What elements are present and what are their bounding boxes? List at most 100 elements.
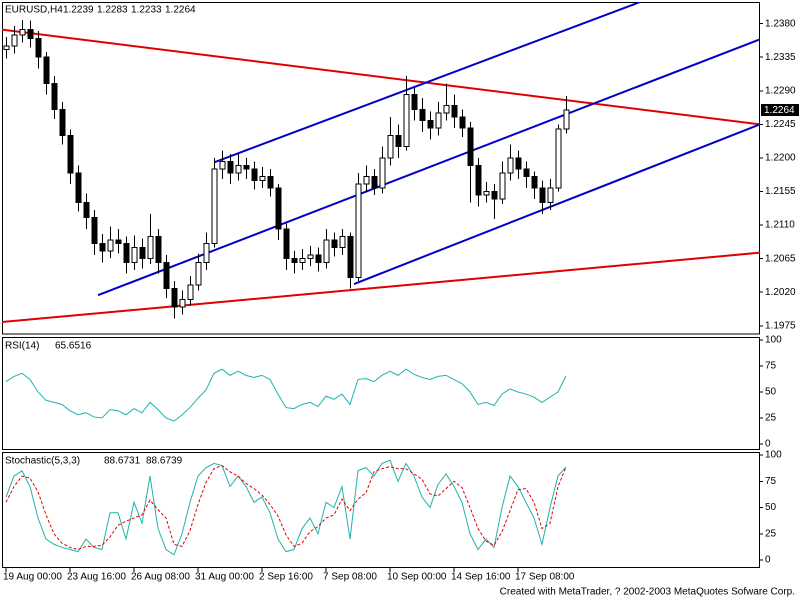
candle-body [523, 168, 530, 178]
close-value: 1.2264 [165, 5, 196, 16]
candle-body [403, 94, 410, 148]
y-tick-label: 1.2245 [765, 119, 796, 130]
candle-body [467, 127, 474, 166]
candle-body [339, 235, 346, 248]
candle-body [515, 157, 522, 170]
candle-body [555, 128, 562, 189]
candle-body [475, 164, 482, 196]
x-tick-label: 7 Sep 08:00 [323, 572, 377, 583]
candle-body [499, 172, 506, 200]
candle-body [267, 176, 274, 189]
candle-body [291, 258, 298, 263]
trend-line [97, 38, 760, 297]
candle-body [211, 168, 218, 245]
series-line [5, 459, 567, 556]
candle-body [547, 187, 554, 204]
candle-body [131, 246, 138, 263]
y-tick-label: 0 [765, 439, 771, 450]
candle-body [483, 191, 490, 196]
y-tick-label: 1.2020 [765, 287, 796, 298]
x-tick-label: 23 Aug 16:00 [67, 572, 126, 583]
rsi-value: 65.6516 [55, 341, 92, 352]
candle-body [179, 299, 186, 308]
x-tick-label: 2 Sep 16:00 [259, 572, 313, 583]
candle-body [99, 243, 106, 252]
y-tick-label: 100 [765, 450, 782, 461]
candle-body [163, 261, 170, 289]
candle-body [51, 82, 58, 110]
stochastic-panel [2, 452, 760, 568]
y-tick-label: 25 [765, 413, 777, 424]
y-tick-label: 1.2155 [765, 186, 796, 197]
candle-body [91, 217, 98, 245]
high-value: 1.2283 [97, 5, 128, 16]
plot-area [2, 2, 760, 324]
y-tick-label: 75 [765, 361, 777, 372]
candle-body [363, 176, 370, 185]
candle-body [323, 239, 330, 263]
plot-area [5, 459, 567, 556]
x-tick-label: 17 Sep 08:00 [515, 572, 575, 583]
trend-line [2, 28, 760, 126]
stochastic-main-value: 88.6731 [104, 456, 141, 467]
candle-body [563, 109, 570, 130]
candle-body [155, 235, 162, 263]
x-tick-label: 14 Sep 16:00 [451, 572, 511, 583]
candle-body [411, 94, 418, 110]
y-tick-label: 75 [765, 476, 777, 487]
candle-body [307, 254, 314, 260]
candle-body [251, 168, 258, 181]
candle-body [123, 243, 130, 263]
candle-body [507, 157, 514, 174]
series-line [5, 464, 567, 551]
price-tag-label: 1.2264 [764, 105, 795, 116]
trend-line [2, 251, 760, 324]
candle-body [147, 235, 154, 260]
candle-body [331, 239, 338, 248]
footer: Created with MetaTrader, ? 2002-2003 Met… [500, 587, 795, 598]
candle-body [235, 164, 242, 174]
candle-body [115, 239, 122, 245]
candle-body [83, 202, 90, 219]
candle-body [443, 105, 450, 114]
candle-body [371, 176, 378, 189]
candle-body [275, 187, 282, 230]
candle-body [491, 191, 498, 200]
candle-body [539, 187, 546, 204]
x-tick-label: 10 Sep 00:00 [387, 572, 447, 583]
candle-body [459, 116, 466, 129]
candle-body [3, 45, 10, 51]
candle-body [107, 239, 114, 252]
candle-body [315, 254, 322, 263]
series-line [5, 368, 567, 422]
candle-body [195, 261, 202, 286]
y-tick-label: 1.2290 [765, 85, 796, 96]
y-tick-label: 1.2065 [765, 253, 796, 264]
price-tag [761, 104, 799, 117]
candle-body [59, 108, 66, 137]
candle-body [171, 287, 178, 308]
candle-body [203, 243, 210, 263]
candle-body [35, 38, 42, 58]
y-tick-label: 50 [765, 502, 777, 513]
candle-body [19, 29, 26, 36]
plot-area [5, 368, 567, 422]
candle-body [355, 183, 362, 278]
y-tick-label: 0 [765, 555, 771, 566]
y-tick-label: 1.2380 [765, 18, 796, 29]
y-tick-label: 25 [765, 528, 777, 539]
candle-body [187, 284, 194, 301]
y-tick-label: 1.2335 [765, 52, 796, 63]
candle-body [283, 228, 290, 260]
x-tick-label: 31 Aug 00:00 [195, 572, 254, 583]
stochastic-signal-value: 88.6739 [146, 456, 183, 467]
candle-body [219, 161, 226, 170]
candle-body [67, 135, 74, 174]
candle-body [11, 34, 18, 47]
candle-body [43, 56, 50, 84]
trend-line [353, 123, 760, 285]
open-value: 1.2239 [63, 5, 94, 16]
low-value: 1.2233 [131, 5, 162, 16]
